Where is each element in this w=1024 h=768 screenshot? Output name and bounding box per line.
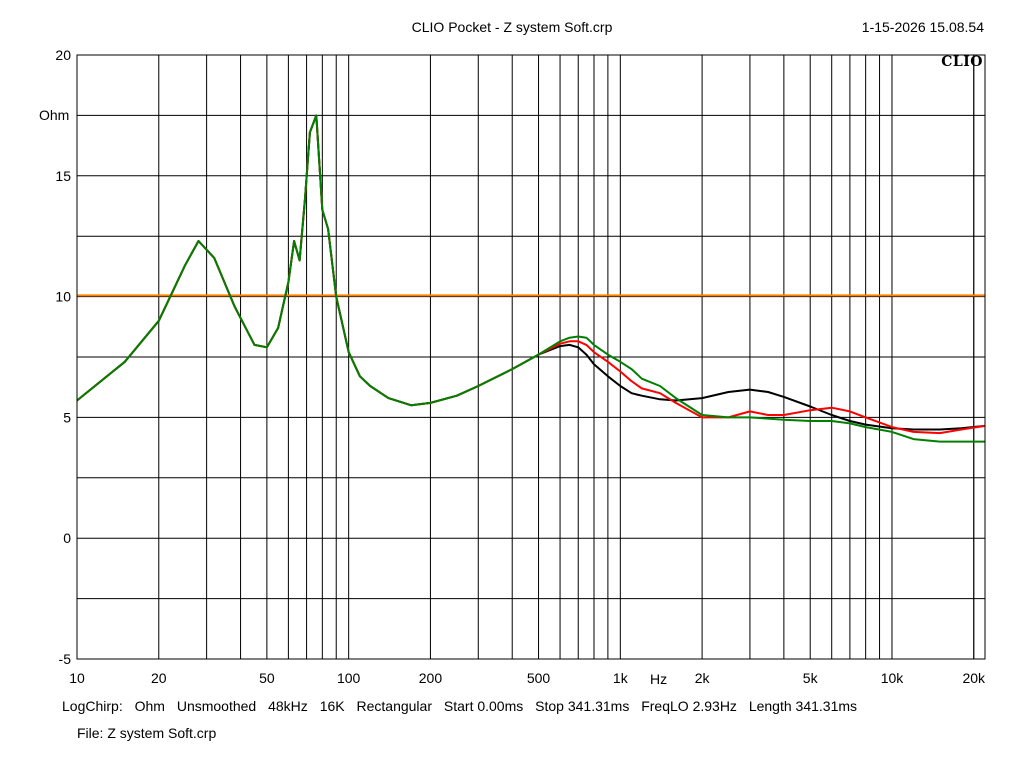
curve-black bbox=[76, 114, 986, 431]
x-tick-label: 2k bbox=[695, 670, 711, 686]
x-tick-label: 20 bbox=[151, 670, 167, 686]
y-tick-label: -5 bbox=[59, 651, 72, 667]
y-tick-label: 20 bbox=[55, 47, 71, 63]
clio-logo: CLIO bbox=[941, 54, 983, 70]
x-tick-label: 500 bbox=[527, 670, 551, 686]
measurement-settings: LogChirp: Ohm Unsmoothed 48kHz 16K Recta… bbox=[62, 698, 865, 714]
window-title: CLIO Pocket - Z system Soft.crp bbox=[411, 19, 613, 35]
info-freqlo: FreqLO 2.93Hz bbox=[641, 698, 737, 714]
info-unit: Ohm bbox=[134, 698, 165, 714]
x-tick-label: 50 bbox=[259, 670, 275, 686]
info-start: Start 0.00ms bbox=[443, 698, 524, 714]
x-tick-label: 5k bbox=[803, 670, 819, 686]
y-tick-label: 15 bbox=[55, 168, 71, 184]
x-tick-label: 10 bbox=[69, 670, 85, 686]
x-tick-label: 1k bbox=[613, 670, 629, 686]
y-axis-unit: Ohm bbox=[39, 107, 70, 123]
info-stop: Stop 341.31ms bbox=[535, 698, 630, 714]
info-smoothing: Unsmoothed bbox=[176, 698, 257, 714]
y-tick-label: 0 bbox=[63, 530, 71, 546]
curve-red bbox=[76, 114, 986, 435]
x-axis-unit: Hz bbox=[650, 671, 668, 687]
y-tick-labels: -5 0 5 10 15 20 bbox=[55, 47, 71, 667]
curves bbox=[76, 114, 986, 443]
x-tick-label: 10k bbox=[881, 670, 905, 686]
info-size: 16K bbox=[319, 698, 345, 714]
x-tick-label: 100 bbox=[337, 670, 361, 686]
file-name: File: Z system Soft.crp bbox=[77, 725, 217, 741]
x-tick-labels: 10 20 50 100 200 500 1k 2k 5k 10k 20k bbox=[69, 670, 986, 686]
plot-frame bbox=[76, 54, 986, 660]
timestamp: 1-15-2026 15.08.54 bbox=[861, 19, 984, 35]
plot-grid bbox=[76, 54, 985, 660]
info-window: Rectangular bbox=[356, 698, 433, 714]
info-length: Length 341.31ms bbox=[748, 698, 858, 714]
y-tick-label: 5 bbox=[63, 409, 71, 425]
curve-green bbox=[76, 114, 985, 443]
info-samplerate: 48kHz bbox=[268, 698, 308, 714]
info-mode: LogChirp: bbox=[62, 698, 123, 714]
x-tick-label: 200 bbox=[419, 670, 443, 686]
y-tick-label: 10 bbox=[55, 289, 71, 305]
x-tick-label: 20k bbox=[962, 670, 986, 686]
